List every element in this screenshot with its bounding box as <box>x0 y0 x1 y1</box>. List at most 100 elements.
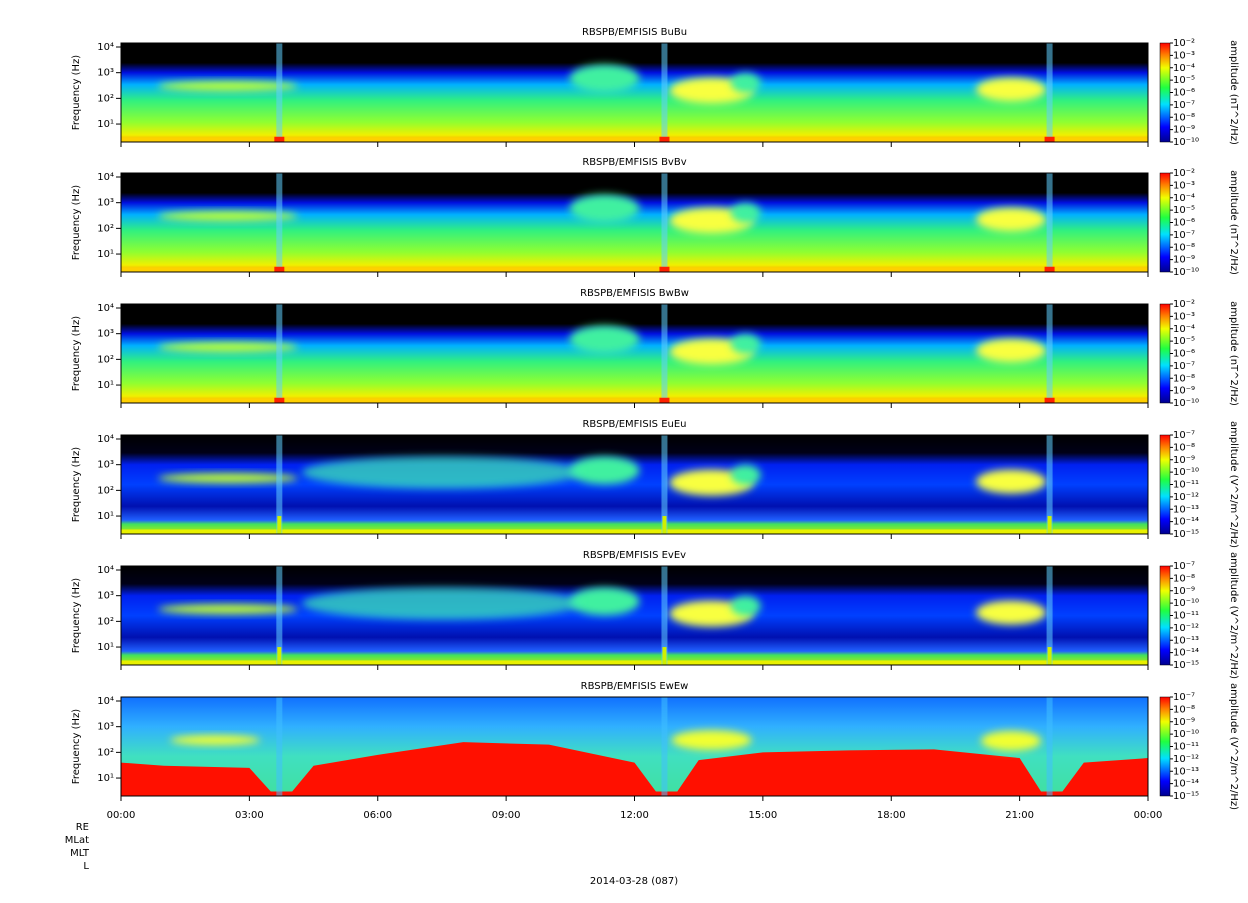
spectrogram-texture <box>661 435 668 534</box>
spectrogram-texture <box>1047 647 1052 665</box>
spectrogram-texture <box>274 397 285 403</box>
colorbar-tick-label: 10⁻¹⁰ <box>1173 467 1199 478</box>
spectrogram-texture <box>157 604 298 615</box>
colorbar-tick-label: 10⁻⁷ <box>1173 230 1195 241</box>
colorbar-tick-label: 10⁻² <box>1173 168 1195 179</box>
colorbar-tick-label: 10⁻⁹ <box>1173 717 1195 728</box>
panel: RBSPB/EMFISIS EuEu Frequency (Hz) 10¹ 10² 10… <box>71 419 1239 548</box>
spectrogram-texture <box>1044 136 1055 142</box>
y-tick-label: 10² <box>97 354 114 365</box>
colorbar-tick-label: 10⁻⁷ <box>1173 361 1195 372</box>
colorbar-tick-label: 10⁻⁷ <box>1173 692 1195 703</box>
spectrogram-texture <box>1046 43 1053 142</box>
x-tick-label: 09:00 <box>492 810 521 821</box>
colorbar-tick-label: 10⁻⁸ <box>1173 442 1195 453</box>
y-tick-label: 10³ <box>97 198 114 209</box>
colorbar <box>1159 42 1171 143</box>
y-tick-label: 10² <box>97 93 114 104</box>
spectrogram-texture <box>121 529 1148 534</box>
spectrogram-texture <box>661 43 668 142</box>
colorbar-label: amplitude (nT^2/Hz) <box>1228 170 1239 275</box>
spectrogram-texture <box>301 456 582 489</box>
spectrogram-background <box>121 173 1148 272</box>
colorbar-tick-label: 10⁻¹³ <box>1173 504 1199 515</box>
spectrogram-texture <box>661 304 668 403</box>
spectrogram-texture <box>661 566 668 665</box>
colorbar-tick-label: 10⁻⁵ <box>1173 336 1195 347</box>
x-tick-label: 00:00 <box>1134 810 1163 821</box>
y-tick-label: 10⁴ <box>97 303 114 314</box>
panel: RBSPB/EMFISIS BwBw Frequency (Hz) 10¹ 10² 10… <box>71 288 1239 409</box>
y-axis-label: Frequency (Hz) <box>71 709 82 785</box>
y-tick-label: 10⁴ <box>97 172 114 183</box>
x-tick-label: 18:00 <box>877 810 906 821</box>
spectrogram-texture <box>730 595 761 616</box>
colorbar-tick-label: 10⁻¹⁵ <box>1173 791 1199 802</box>
spectrogram-texture <box>976 207 1047 232</box>
panel-title: RBSPB/EMFISIS BuBu <box>582 27 687 38</box>
spectrogram-texture <box>662 516 667 534</box>
spectrogram <box>121 173 1148 272</box>
y-tick-label: 10⁴ <box>97 696 114 707</box>
colorbar-tick-label: 10⁻⁹ <box>1173 586 1195 597</box>
spectrogram-texture <box>276 697 283 796</box>
colorbar-tick-label: 10⁻⁹ <box>1173 125 1195 136</box>
colorbar-tick-label: 10⁻¹² <box>1173 492 1199 503</box>
spectrogram <box>121 697 1148 796</box>
spectrogram-texture <box>274 266 285 272</box>
spectrogram-background <box>121 304 1148 403</box>
colorbar-tick-label: 10⁻⁶ <box>1173 88 1195 99</box>
colorbar-tick-label: 10⁻¹⁰ <box>1173 137 1199 148</box>
y-tick-label: 10⁴ <box>97 434 114 445</box>
spectrogram-texture <box>976 600 1047 625</box>
y-tick-label: 10³ <box>97 68 114 79</box>
spectrogram <box>121 43 1148 142</box>
spectrogram-texture <box>157 81 298 92</box>
panel-title: RBSPB/EMFISIS EwEw <box>581 681 689 692</box>
panel-title: RBSPB/EMFISIS EuEu <box>582 419 686 430</box>
colorbar-label: amplitude (nT^2/Hz) <box>1228 40 1239 145</box>
spectrogram-texture <box>276 304 283 403</box>
spectrogram-texture <box>1046 435 1053 534</box>
colorbar-tick-label: 10⁻¹⁰ <box>1173 598 1199 609</box>
y-axis-label: Frequency (Hz) <box>71 185 82 261</box>
colorbar-tick-label: 10⁻¹⁰ <box>1173 729 1199 740</box>
y-tick-label: 10¹ <box>97 773 114 784</box>
colorbar-tick-label: 10⁻¹⁴ <box>1173 517 1199 528</box>
colorbar-tick-label: 10⁻⁸ <box>1173 373 1195 384</box>
spectrogram-texture <box>276 173 283 272</box>
spectrogram-texture <box>1046 304 1053 403</box>
colorbar-tick-label: 10⁻⁶ <box>1173 349 1195 360</box>
colorbar <box>1159 696 1171 797</box>
spectrogram-texture <box>976 469 1047 494</box>
colorbar-tick-label: 10⁻³ <box>1173 180 1195 191</box>
colorbar-tick-label: 10⁻³ <box>1173 50 1195 61</box>
colorbar-tick-label: 10⁻⁹ <box>1173 255 1195 266</box>
y-tick-label: 10¹ <box>97 380 114 391</box>
spectrogram-texture <box>121 742 1148 796</box>
spectrogram-texture <box>662 647 667 665</box>
spectrogram-texture <box>1046 566 1053 665</box>
spectrogram-background <box>121 43 1148 142</box>
spectrogram-texture <box>121 660 1148 665</box>
y-axis-label: Frequency (Hz) <box>71 578 82 654</box>
colorbar-tick-label: 10⁻¹¹ <box>1173 611 1199 622</box>
y-tick-label: 10² <box>97 485 114 496</box>
spectrogram-texture <box>157 342 298 353</box>
colorbar-tick-label: 10⁻⁷ <box>1173 100 1195 111</box>
y-tick-label: 10⁴ <box>97 565 114 576</box>
spectrogram-texture <box>569 194 640 223</box>
colorbar-tick-label: 10⁻⁵ <box>1173 205 1195 216</box>
colorbar-tick-label: 10⁻¹² <box>1173 754 1199 765</box>
spectrogram-texture <box>569 325 640 354</box>
colorbar-tick-label: 10⁻¹¹ <box>1173 742 1199 753</box>
x-tick-label: 15:00 <box>748 810 777 821</box>
y-tick-label: 10³ <box>97 591 114 602</box>
y-tick-label: 10¹ <box>97 119 114 130</box>
colorbar-label: amplitude (nT^2/Hz) <box>1228 301 1239 406</box>
colorbar-label: amplitude (V^2/m^2/Hz) <box>1228 683 1239 810</box>
colorbar-tick-label: 10⁻¹⁵ <box>1173 660 1199 671</box>
colorbar-tick-label: 10⁻¹⁰ <box>1173 267 1199 278</box>
spectrogram <box>121 304 1148 403</box>
y-tick-label: 10¹ <box>97 249 114 260</box>
